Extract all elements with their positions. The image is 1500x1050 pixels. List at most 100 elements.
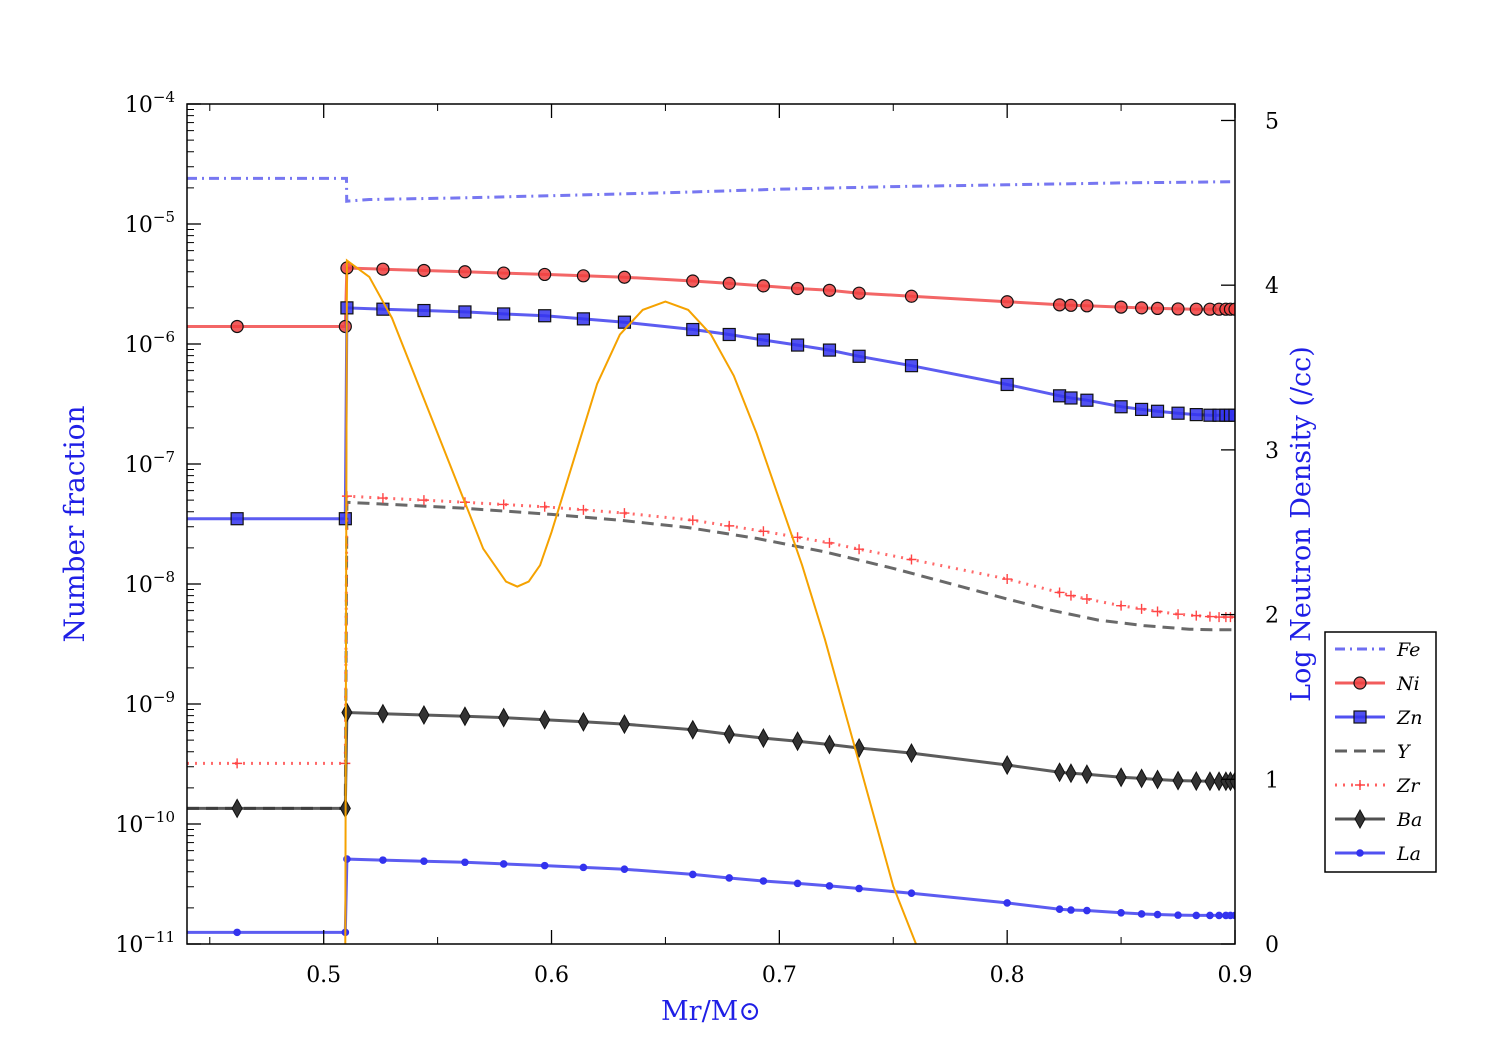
y2-tick-label: 3 — [1265, 439, 1279, 464]
data-point-la — [855, 884, 863, 893]
data-point-ba — [823, 734, 836, 755]
data-point-zn — [1000, 377, 1014, 392]
data-point-ba — [687, 719, 699, 740]
data-point-la — [1055, 905, 1064, 913]
data-point-ba — [1151, 769, 1164, 790]
y2-axis-title: Log Neutron Density (/cc) — [1286, 346, 1317, 702]
data-point-zr — [1204, 611, 1215, 622]
data-point-zn — [1114, 400, 1128, 414]
data-point-ni — [722, 276, 736, 290]
data-point-la — [1215, 911, 1223, 920]
legend: Fe Ni Zn Y Zr Ba La — [1324, 631, 1437, 873]
series-line-ni — [187, 266, 1235, 328]
data-point-ni — [686, 274, 700, 288]
y-axis-title: Number fraction — [58, 405, 91, 642]
series-line-y — [187, 500, 1235, 810]
data-point-la — [620, 865, 629, 874]
data-point-ni — [1189, 302, 1203, 316]
x-tick-label: 0.8 — [990, 963, 1025, 988]
data-point-zr — [1191, 610, 1202, 621]
data-point-zr — [792, 532, 803, 543]
series-line-zr — [187, 494, 1235, 765]
data-point-la — [233, 928, 241, 937]
data-point-zn — [756, 333, 771, 347]
data-point-zn — [1064, 391, 1078, 405]
axes-layer: 0.5 0.6 0.7 0.8 0.9 10−11 10−10 10−9 10−8 10−7 10−… — [115, 88, 1279, 988]
legend-marker-ni — [1353, 676, 1367, 690]
series-zr — [187, 491, 1235, 769]
data-point-zr — [1152, 606, 1163, 617]
data-point-ba — [1204, 771, 1216, 792]
series-line-fe — [187, 176, 1235, 203]
data-point-zn — [576, 312, 591, 326]
plot-frame — [186, 103, 1236, 945]
data-point-zn — [1052, 389, 1067, 403]
data-point-la — [688, 870, 697, 879]
data-point-ba — [341, 702, 353, 723]
x-axis-title: Mr/M⊙ — [661, 996, 761, 1027]
data-point-zn — [230, 512, 244, 526]
x-tick-label: 0.9 — [1218, 963, 1253, 988]
data-point-zr — [1173, 609, 1184, 620]
data-point-zn — [538, 309, 552, 323]
legend-label-fe: Fe — [1396, 639, 1420, 661]
legend-marker-la — [1356, 849, 1364, 857]
data-point-zn — [497, 307, 511, 321]
series-fe — [187, 176, 1235, 203]
data-point-ni — [1080, 299, 1094, 313]
data-point-ba — [1054, 762, 1066, 783]
y-tick-label: 10−9 — [125, 688, 175, 718]
x-tick-label: 0.7 — [762, 963, 797, 988]
data-point-ba — [498, 707, 510, 728]
data-point-ni — [538, 267, 552, 282]
data-point-zn — [1189, 408, 1203, 422]
data-point-zn — [1150, 404, 1165, 418]
data-point-zn — [1228, 408, 1235, 422]
y2-tick-label: 1 — [1265, 768, 1279, 793]
data-point-ni — [1000, 295, 1014, 309]
data-point-ba — [1115, 767, 1127, 788]
y2-tick-label: 5 — [1265, 109, 1279, 134]
data-point-ni — [904, 289, 919, 303]
legend-label-ni: Ni — [1396, 673, 1420, 695]
data-point-ni — [617, 270, 632, 284]
series-layer — [187, 176, 1235, 944]
data-point-ba — [231, 798, 243, 819]
y-tick-label: 10−8 — [125, 568, 175, 598]
data-point-ni — [790, 281, 805, 296]
data-point-zr — [418, 495, 429, 506]
data-point-ba — [618, 714, 630, 735]
data-point-la — [1117, 908, 1125, 917]
legend-label-la: La — [1396, 843, 1421, 865]
y-tick-label: 10−11 — [115, 928, 175, 958]
data-point-ba — [377, 703, 389, 724]
data-point-ni — [822, 283, 837, 297]
data-point-la — [793, 879, 802, 888]
data-point-ba — [459, 706, 471, 727]
data-point-ni — [756, 279, 771, 293]
data-point-ba — [757, 728, 769, 749]
data-point-zn — [822, 343, 837, 357]
data-point-zr — [906, 554, 917, 565]
data-point-ni — [230, 319, 244, 334]
data-point-la — [1083, 906, 1091, 915]
legend-label-zr: Zr — [1396, 775, 1421, 797]
data-point-zr — [724, 520, 735, 531]
data-point-la — [420, 857, 428, 865]
data-point-la — [461, 858, 469, 867]
x-tick-label: 0.5 — [306, 963, 341, 988]
data-point-zn — [904, 359, 919, 373]
data-point-zn — [1134, 402, 1149, 417]
data-point-ni — [497, 266, 511, 280]
series-line-la — [187, 857, 1235, 934]
y-tick-label: 10−10 — [115, 808, 175, 838]
data-point-ba — [905, 743, 918, 764]
series-neutron-density — [344, 258, 917, 944]
data-point-la — [379, 856, 387, 864]
data-point-ni — [1228, 302, 1235, 316]
data-point-la — [759, 877, 768, 885]
data-point-ba — [539, 709, 551, 730]
series-line-neutron-density — [344, 258, 917, 944]
data-point-ni — [1134, 301, 1149, 315]
data-point-zr — [1065, 590, 1076, 601]
